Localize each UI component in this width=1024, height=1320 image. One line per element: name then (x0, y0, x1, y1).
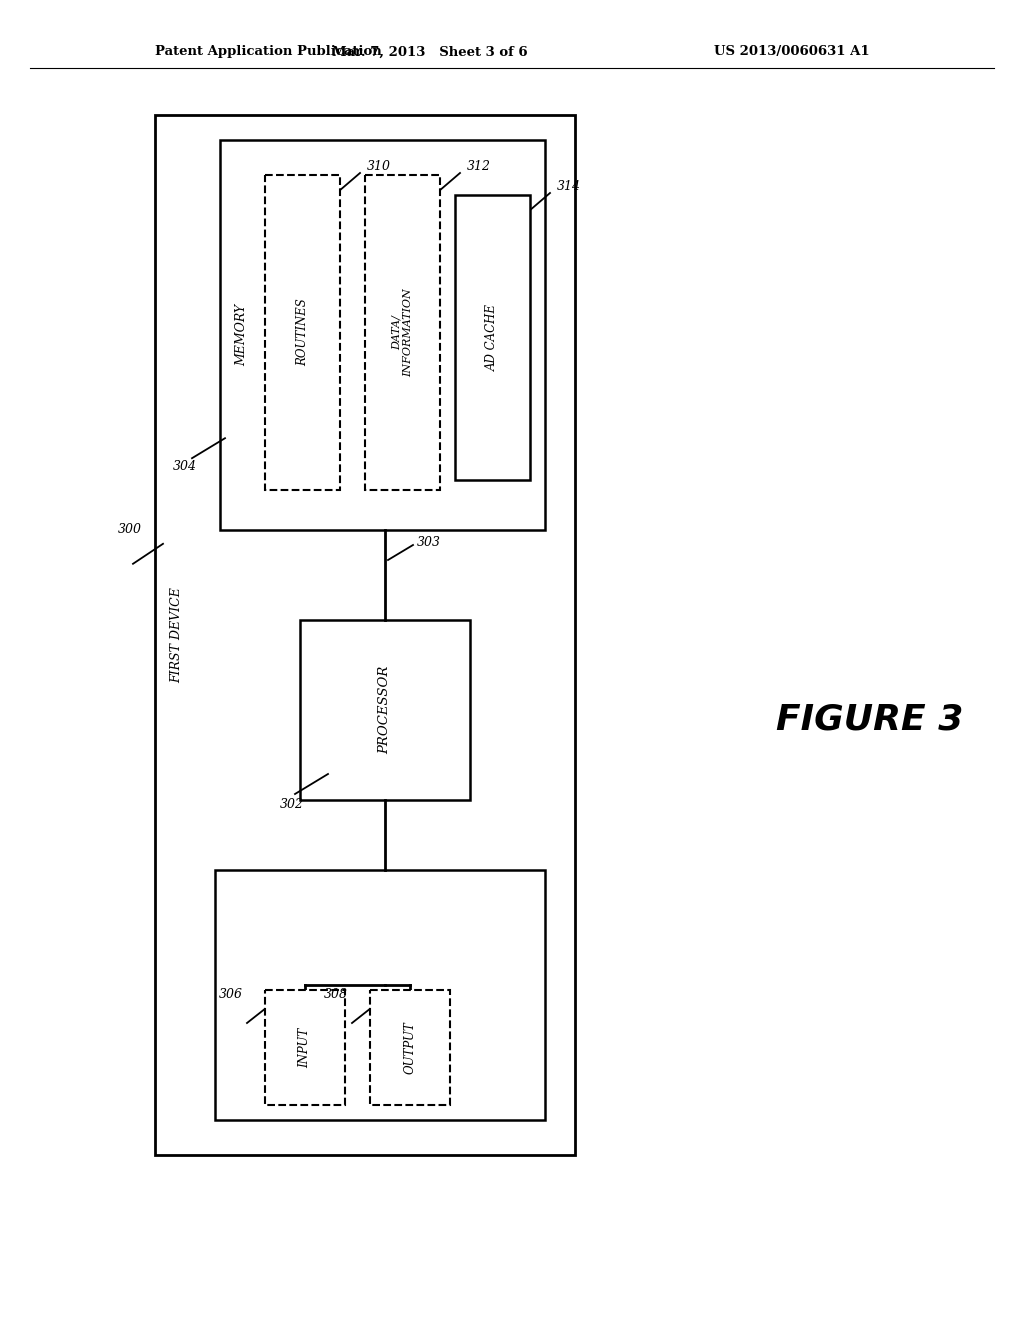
Text: 314: 314 (557, 181, 581, 194)
Text: INPUT: INPUT (299, 1027, 311, 1068)
Text: PROCESSOR: PROCESSOR (379, 665, 391, 754)
Text: 304: 304 (173, 459, 197, 473)
Bar (265, 176, 340, 490)
Text: FIGURE 3: FIGURE 3 (776, 704, 964, 737)
Text: 303: 303 (417, 536, 441, 549)
Text: Patent Application Publication: Patent Application Publication (155, 45, 382, 58)
Text: AD CACHE: AD CACHE (486, 304, 499, 371)
Text: ROUTINES: ROUTINES (296, 298, 309, 367)
Text: 302: 302 (280, 797, 304, 810)
Text: FIRST DEVICE: FIRST DEVICE (171, 587, 183, 682)
Text: 300: 300 (118, 523, 142, 536)
Text: US 2013/0060631 A1: US 2013/0060631 A1 (715, 45, 870, 58)
Bar (220, 140, 545, 531)
Bar (215, 870, 545, 1119)
Text: DATA/
INFORMATION: DATA/ INFORMATION (392, 288, 414, 378)
Bar (365, 176, 440, 490)
Text: 312: 312 (467, 161, 490, 173)
Text: OUTPUT: OUTPUT (403, 1022, 417, 1074)
Bar (300, 620, 470, 800)
Text: 306: 306 (219, 989, 243, 1002)
Text: 310: 310 (367, 161, 391, 173)
Bar (155, 115, 575, 1155)
Bar (265, 990, 345, 1105)
Text: 308: 308 (324, 989, 348, 1002)
Text: MEMORY: MEMORY (236, 304, 249, 366)
Bar (455, 195, 530, 480)
Text: Mar. 7, 2013   Sheet 3 of 6: Mar. 7, 2013 Sheet 3 of 6 (332, 45, 527, 58)
Bar (370, 990, 450, 1105)
